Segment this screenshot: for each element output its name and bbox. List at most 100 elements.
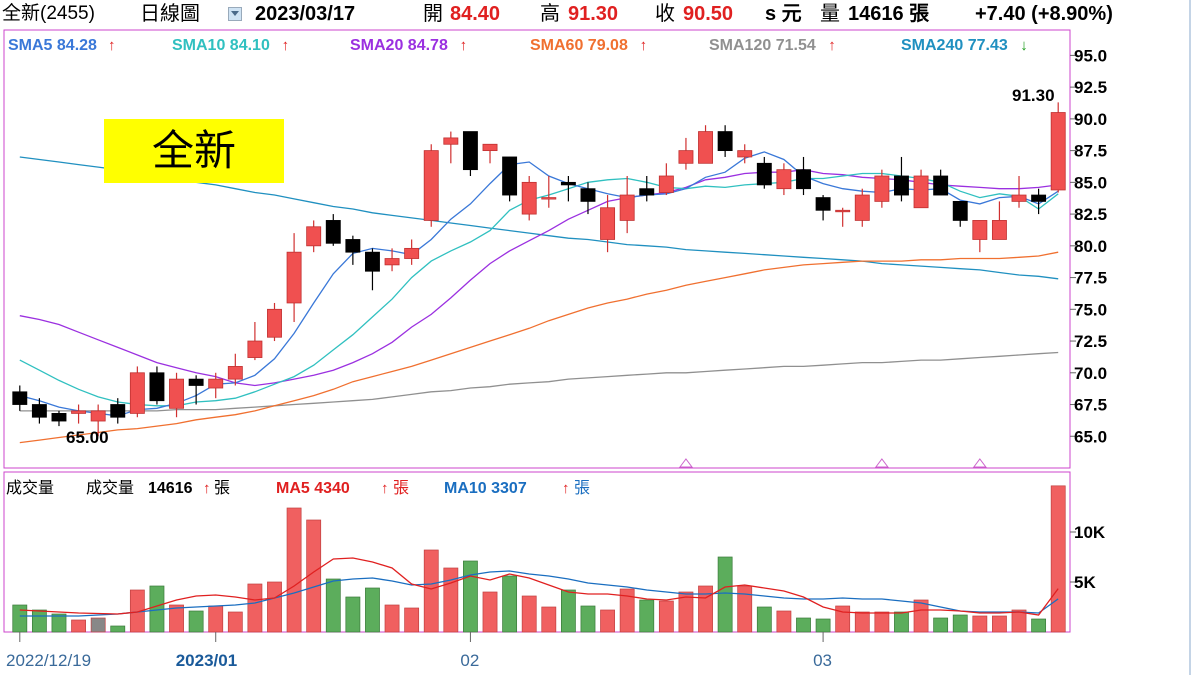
open-label: 開 bbox=[423, 3, 443, 25]
x-axis-label: 2022/12/19 bbox=[6, 651, 91, 670]
volume-bar bbox=[169, 604, 184, 633]
volume-bar bbox=[482, 591, 498, 633]
volume-bar bbox=[286, 507, 302, 633]
candle-body bbox=[267, 308, 282, 338]
sma-legend-arrow-icon: ↓ bbox=[1020, 37, 1027, 54]
sma-legend-arrow-icon: ↑ bbox=[460, 37, 468, 54]
period-dropdown-icon[interactable] bbox=[228, 7, 242, 21]
stock-name: 全新(2455) bbox=[2, 3, 95, 24]
volume-bar bbox=[110, 625, 126, 633]
candle-body bbox=[678, 150, 694, 164]
candle-body bbox=[776, 169, 792, 190]
volume-bar bbox=[913, 599, 929, 633]
y-tick-label: 95.0 bbox=[1074, 46, 1107, 65]
period-label[interactable]: 日線圖 bbox=[140, 3, 200, 25]
x-axis-label: 03 bbox=[813, 651, 832, 670]
volume-bar bbox=[737, 585, 753, 633]
volume-legend-arrow-icon: ↑ bbox=[203, 480, 211, 497]
volume-bar bbox=[365, 587, 380, 633]
candle-body bbox=[658, 175, 674, 193]
volume-legend-arrow-icon: ↑ bbox=[381, 480, 389, 497]
volume-legend-unit: 張 bbox=[393, 480, 409, 497]
sma-legend-arrow-icon: ↑ bbox=[828, 37, 836, 54]
y-tick-label: 90.0 bbox=[1074, 110, 1107, 129]
sma-legend-arrow-icon: ↑ bbox=[108, 37, 116, 54]
volume-bar bbox=[423, 549, 439, 633]
volume-value: 14616 張 bbox=[848, 3, 930, 25]
candle-body bbox=[129, 372, 145, 414]
sma-legend-4: SMA120 71.54 bbox=[709, 37, 816, 54]
candle-body bbox=[247, 340, 263, 358]
candle-body bbox=[874, 175, 890, 202]
sma120-line bbox=[19, 351, 1059, 412]
volume-bar bbox=[717, 556, 733, 633]
volume-bar bbox=[325, 578, 341, 633]
title-box: 全新 bbox=[104, 119, 284, 183]
low-annotation: 65.00 bbox=[66, 428, 109, 447]
volume-bar bbox=[306, 519, 322, 633]
volume-ma5-line bbox=[19, 557, 1059, 616]
volume-bar bbox=[658, 600, 674, 633]
sma-legend-arrow-icon: ↑ bbox=[640, 37, 648, 54]
volume-bar bbox=[404, 607, 420, 633]
candle-body bbox=[796, 169, 811, 190]
candle-body bbox=[423, 150, 439, 221]
open-value: 84.40 bbox=[450, 3, 501, 25]
volume-bar bbox=[992, 615, 1007, 633]
candle-body bbox=[90, 410, 106, 422]
volume-bar bbox=[580, 605, 596, 633]
volume-bar bbox=[247, 583, 263, 633]
currency-label: s 元 bbox=[765, 3, 802, 25]
candle-body bbox=[600, 207, 616, 240]
candle-body bbox=[169, 378, 184, 409]
candle-body bbox=[384, 258, 400, 266]
candle-body bbox=[835, 209, 851, 213]
volume-legend-2: MA5 4340 bbox=[276, 480, 350, 497]
volume-bar bbox=[384, 604, 400, 633]
y-tick-label: 75.0 bbox=[1074, 300, 1107, 319]
volume-bar bbox=[600, 609, 615, 633]
volume-bar bbox=[894, 611, 909, 633]
candle-body bbox=[1011, 194, 1027, 202]
volume-y-tick-label: 5K bbox=[1074, 573, 1096, 592]
volume-bar bbox=[933, 617, 949, 633]
candle-body bbox=[462, 131, 478, 171]
volume-legend-3: MA10 3307 bbox=[444, 480, 527, 497]
sma-legend-0: SMA5 84.28 bbox=[8, 37, 97, 54]
header-bar: 全新(2455) 日線圖 2023/03/17 開 84.40 高 91.30 … bbox=[0, 0, 1195, 28]
price-panel-frame bbox=[3, 29, 1071, 469]
volume-y-tick-label: 10K bbox=[1074, 523, 1106, 542]
candle-body bbox=[325, 220, 341, 244]
volume-bar bbox=[443, 567, 459, 633]
volume-legend-0: 成交量 bbox=[86, 479, 134, 497]
change-value: +7.40 (+8.90%) bbox=[975, 3, 1113, 25]
event-marker-icon bbox=[972, 458, 987, 468]
volume-bar bbox=[541, 606, 557, 633]
volume-bar bbox=[208, 605, 224, 633]
candle-body bbox=[894, 175, 909, 196]
y-tick-label: 77.5 bbox=[1074, 269, 1107, 288]
candle-body bbox=[188, 378, 204, 386]
sma60-line bbox=[19, 251, 1059, 444]
candle-body bbox=[443, 137, 459, 145]
candle-body bbox=[933, 175, 949, 196]
volume-bar bbox=[12, 604, 28, 633]
candle-body bbox=[404, 247, 420, 259]
x-axis-label: 02 bbox=[460, 651, 479, 670]
candle-body bbox=[521, 181, 537, 215]
candle-body bbox=[502, 156, 518, 196]
volume-panel-label: 成交量 bbox=[6, 479, 54, 497]
close-label: 收 bbox=[655, 3, 675, 25]
volume-bar bbox=[463, 560, 478, 633]
volume-bar bbox=[678, 591, 694, 633]
high-annotation: 91.30 bbox=[1012, 86, 1055, 105]
x-axis-label: 2023/01 bbox=[176, 651, 237, 670]
candle-body bbox=[1050, 112, 1066, 191]
volume-bar bbox=[776, 610, 792, 633]
candle-body bbox=[698, 131, 713, 164]
candle-body bbox=[482, 143, 498, 152]
y-tick-label: 70.0 bbox=[1074, 364, 1107, 383]
candle-body bbox=[51, 413, 67, 422]
sma-legend-5: SMA240 77.43 bbox=[901, 37, 1008, 54]
sma10-line bbox=[19, 172, 1059, 407]
